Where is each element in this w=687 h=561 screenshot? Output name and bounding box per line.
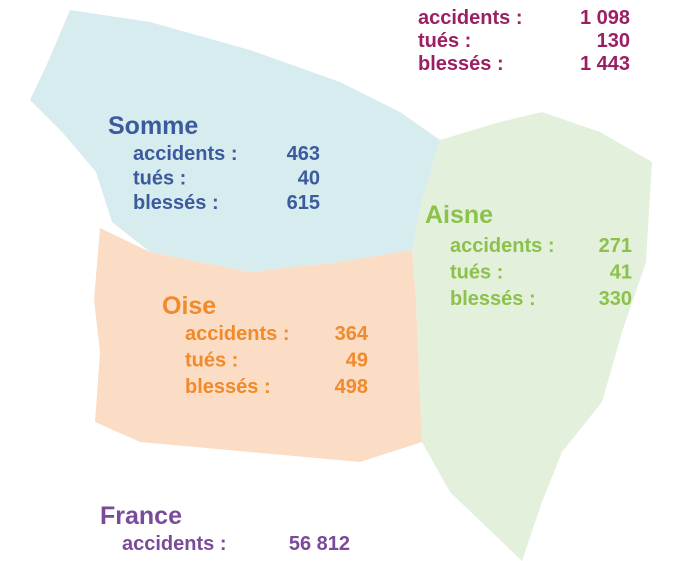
aisne-area [412, 112, 652, 561]
stat-label: tués : [418, 30, 471, 52]
stat-label: blessés : [133, 192, 219, 214]
somme-area [30, 10, 440, 272]
area-name: Aisne [425, 201, 493, 229]
stat-label: accidents : [133, 143, 237, 165]
stat-value: 56 812 [289, 533, 350, 555]
stat-value: 271 [599, 235, 632, 257]
stat-label: tués : [133, 168, 186, 190]
stat-value: 1 443 [580, 53, 630, 75]
stat-label: blessés : [418, 53, 504, 75]
stat-label: blessés : [450, 288, 536, 310]
area-name: France [100, 502, 182, 530]
stat-value: 1 098 [580, 7, 630, 29]
stat-value: 364 [335, 323, 369, 345]
stat-value: 463 [287, 143, 320, 165]
stat-label: accidents : [122, 533, 226, 555]
stat-label: accidents : [418, 7, 522, 29]
stat-label: tués : [185, 350, 238, 372]
area-name: Oise [162, 292, 216, 320]
stat-value: 330 [599, 288, 632, 310]
stat-value: 49 [346, 350, 368, 372]
stat-value: 3 268 [300, 559, 350, 561]
stat-label: accidents : [450, 235, 554, 257]
stat-value: 41 [610, 262, 632, 284]
stat-value: 498 [335, 376, 368, 398]
area-name: Somme [108, 112, 198, 140]
stat-value: 40 [298, 168, 320, 190]
stat-value: 130 [597, 30, 630, 52]
stat-label: accidents : [185, 323, 289, 345]
stat-label: tués : [450, 262, 503, 284]
stat-label: tués : [122, 559, 175, 561]
oise-area [94, 228, 422, 462]
stat-value: 615 [287, 192, 320, 214]
stat-label: blessés : [185, 376, 271, 398]
